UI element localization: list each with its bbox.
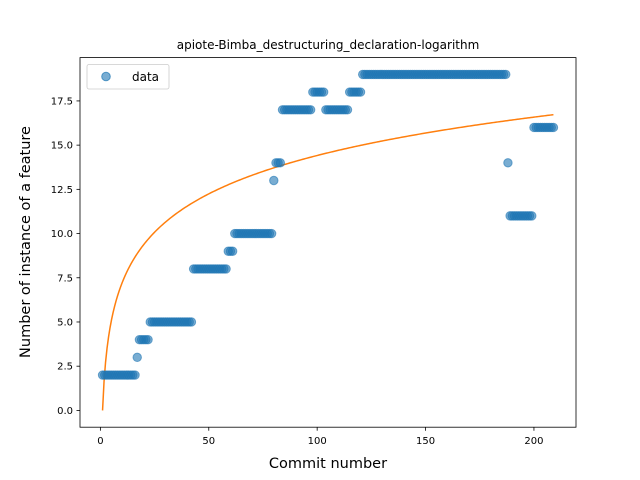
x-tick-label: 0 [97,436,103,447]
data-point [130,370,140,380]
data-point [269,175,279,186]
data-point [305,105,316,115]
data-point [355,87,366,97]
data-point [266,228,277,239]
y-tick-label: 0.0 [57,406,73,417]
y-axis-label: Number of instance of a feature [18,126,34,358]
y-axis: 0.0 2.5 5.0 7.5 10.0 12.5 15.0 17.5 [51,96,80,417]
x-tick-label: 100 [308,436,327,447]
data-point [503,158,513,168]
y-tick-label: 12.5 [51,185,73,196]
data-point [275,158,286,168]
data-point [186,317,197,327]
legend-marker [101,71,111,82]
data-point [527,211,537,221]
fit-line [101,113,554,411]
x-axis: 0 50 100 150 200 [97,427,543,447]
chart-title: apiote-Bimba_destructuring_declaration-l… [177,38,480,52]
data-point [221,264,231,274]
y-tick-label: 5.0 [57,317,73,328]
x-axis-label: Commit number [269,456,387,472]
y-tick-label: 2.5 [57,362,73,373]
data-point [318,87,329,97]
plot-area [97,69,559,411]
y-tick-label: 7.5 [57,273,73,284]
data-point [501,69,511,80]
data-point [132,352,142,363]
data-point [548,122,559,133]
data-point [227,246,238,256]
legend: data [86,64,170,90]
plot-frame [79,57,577,428]
data-point [143,334,153,345]
y-tick-label: 17.5 [51,96,73,107]
x-tick-label: 150 [416,436,435,447]
y-tick-label: 15.0 [51,141,73,152]
legend-box [86,64,170,90]
data-point [342,105,353,115]
legend-label-data: data [132,70,159,84]
y-tick-label: 10.0 [51,229,73,240]
x-tick-label: 50 [202,436,215,447]
x-tick-label: 200 [524,436,543,447]
